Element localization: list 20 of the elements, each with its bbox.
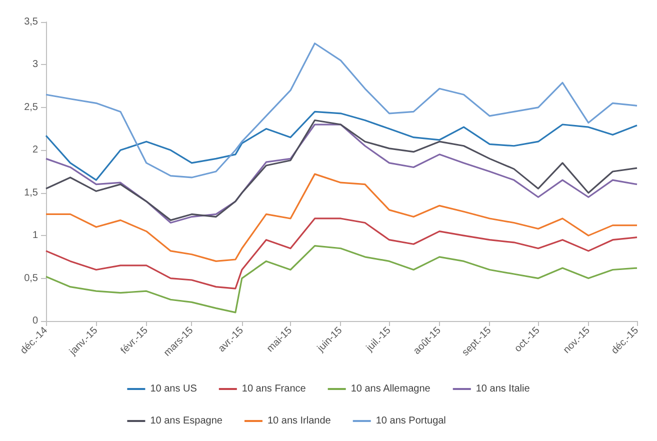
y-tick-label: 2 — [32, 144, 38, 156]
line-series — [45, 173, 638, 262]
legend-label: 10 ans Allemagne — [350, 384, 431, 394]
y-tick-label: 2,5 — [24, 102, 38, 113]
y-tick-label: 3,5 — [24, 16, 38, 28]
y-tick-label: 1 — [32, 230, 38, 242]
line-series — [45, 42, 638, 178]
legend-label: 10 ans Espagne — [150, 416, 223, 426]
line-series — [45, 218, 638, 290]
legend-label: 10 ans France — [242, 384, 306, 394]
legend-label: 10 ans Italie — [476, 384, 530, 394]
line-series — [45, 110, 638, 181]
line-series — [45, 245, 638, 314]
legend-label: 10 ans Irlande — [267, 416, 332, 426]
y-tick-label: 1,5 — [24, 187, 38, 198]
legend-label: 10 ans Portugal — [376, 416, 446, 426]
y-tick-label: 0,5 — [24, 272, 38, 284]
y-tick-label: 3 — [32, 59, 38, 70]
y-tick-label: 0 — [32, 316, 38, 326]
legend-label: 10 ans US — [150, 384, 198, 394]
